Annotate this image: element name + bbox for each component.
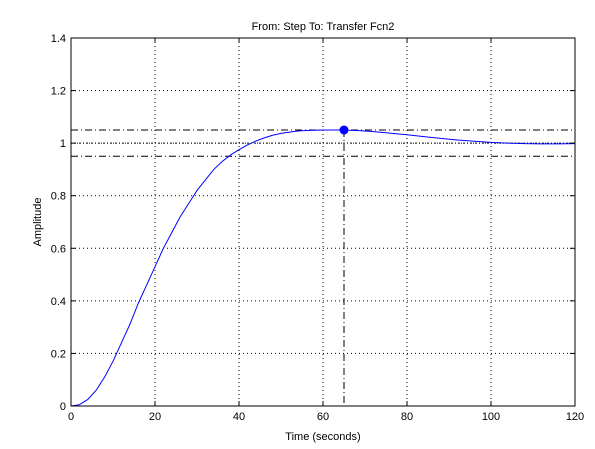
- x-tick-label: 60: [317, 411, 329, 423]
- x-tick-label: 20: [149, 411, 161, 423]
- peak-point-marker[interactable]: [339, 125, 349, 135]
- y-tick-label: 0.6: [51, 243, 66, 255]
- y-tick-label: 0.4: [51, 296, 66, 308]
- x-tick-label: 120: [566, 411, 584, 423]
- y-tick-label: 1: [60, 138, 66, 150]
- y-tick-label: 1.2: [51, 86, 66, 98]
- y-tick-label: 1.4: [51, 33, 66, 45]
- y-tick-label: 0.2: [51, 348, 66, 360]
- step-response-line: [70, 129, 576, 407]
- series-layer: [70, 125, 576, 407]
- x-tick-label: 80: [401, 411, 413, 423]
- x-axis-label: Time (seconds): [285, 431, 360, 443]
- chart-title: From: Step To: Transfer Fcn2: [252, 21, 395, 33]
- x-tick-label: 40: [233, 411, 245, 423]
- x-tick-label: 0: [68, 411, 74, 423]
- y-tick-label: 0: [60, 401, 66, 413]
- y-tick-labels: 0 0.2 0.4 0.6 0.8 1 1.2 1.4: [51, 33, 66, 413]
- y-axis-label: Amplitude: [32, 198, 44, 247]
- x-tick-label: 100: [482, 411, 500, 423]
- tick-marks: [70, 37, 576, 407]
- y-tick-label: 0.8: [51, 191, 66, 203]
- x-tick-labels: 0 20 40 60 80 100 120: [68, 411, 584, 423]
